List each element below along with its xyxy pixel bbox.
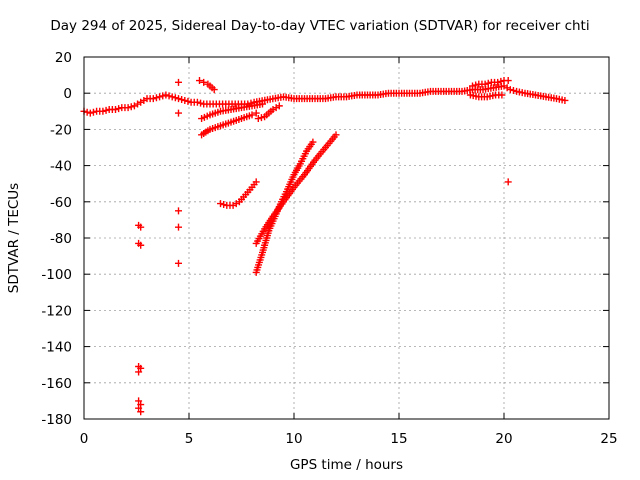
data-point [135, 404, 143, 412]
data-point [193, 98, 201, 106]
data-point [99, 107, 107, 115]
y-tick-label: -40 [50, 159, 72, 175]
y-tick-label: -160 [41, 376, 72, 392]
data-point [220, 201, 228, 209]
y-tick-label: 20 [55, 50, 72, 66]
x-tick-label: 25 [600, 431, 617, 447]
data-point [115, 105, 123, 113]
data-point [197, 99, 205, 107]
x-tick-label: 20 [495, 431, 512, 447]
data-point [504, 178, 512, 186]
data-point [83, 108, 91, 116]
data-point [259, 100, 266, 108]
y-axis-label: SDTVAR / TECUs [6, 182, 22, 294]
data-point [135, 368, 143, 376]
y-tick-label: 0 [63, 86, 72, 102]
data-point [89, 108, 97, 116]
data-point [196, 77, 203, 85]
data-point [135, 397, 143, 405]
y-tick-label: -20 [50, 122, 72, 138]
y-tick-label: -60 [50, 195, 72, 211]
data-point [102, 106, 110, 114]
data-point [175, 259, 182, 267]
data-point [481, 80, 489, 88]
data-point [248, 111, 256, 119]
data-point [137, 408, 145, 416]
data-point [181, 96, 189, 104]
data-point [175, 95, 182, 103]
data-point [252, 109, 260, 117]
data-point [137, 241, 145, 249]
data-point [252, 178, 260, 186]
data-point [178, 96, 186, 104]
data-point [506, 86, 514, 94]
chart-title: Day 294 of 2025, Sidereal Day-to-day VTE… [50, 18, 590, 34]
data-point [86, 109, 94, 117]
data-point [112, 105, 119, 113]
data-point [171, 94, 179, 102]
x-tick-label: 5 [185, 431, 194, 447]
data-point [165, 92, 173, 100]
data-point [159, 92, 167, 100]
data-point [162, 91, 170, 99]
data-point [149, 95, 157, 103]
y-tick-label: -180 [41, 412, 72, 428]
x-tick-label: 10 [285, 431, 302, 447]
data-point [497, 77, 505, 85]
data-point [332, 131, 340, 139]
plot-frame [83, 56, 610, 420]
data-point [504, 77, 512, 85]
x-tick-label: 0 [80, 431, 89, 447]
data-point [210, 86, 218, 94]
x-axis-label: GPS time / hours [289, 457, 404, 473]
data-point [494, 78, 502, 86]
data-point [184, 97, 192, 105]
data-point [175, 223, 182, 231]
x-tick-label: 15 [390, 431, 407, 447]
data-point [484, 79, 492, 87]
data-point [275, 102, 283, 110]
data-point [469, 82, 476, 90]
data-point [175, 78, 182, 86]
y-tick-label: -100 [41, 267, 72, 283]
data-point [137, 223, 145, 231]
y-tick-label: -80 [50, 231, 72, 247]
data-point [217, 200, 224, 208]
data-point [168, 93, 176, 101]
y-tick-label: -120 [41, 303, 72, 319]
data-point [124, 104, 132, 112]
data-point [175, 207, 182, 215]
data-point [509, 86, 517, 94]
data-point [561, 96, 569, 104]
data-point [156, 93, 164, 101]
data-point [127, 103, 135, 111]
y-tick-label: -140 [41, 340, 72, 356]
data-point [498, 91, 506, 99]
data-point [472, 81, 480, 89]
data-point [309, 138, 317, 146]
data-point [257, 114, 265, 122]
data-point [152, 94, 160, 102]
data-point [137, 401, 145, 409]
data-point [200, 78, 208, 86]
data-point [175, 109, 182, 117]
data-point [254, 115, 262, 123]
data-point [137, 364, 145, 372]
